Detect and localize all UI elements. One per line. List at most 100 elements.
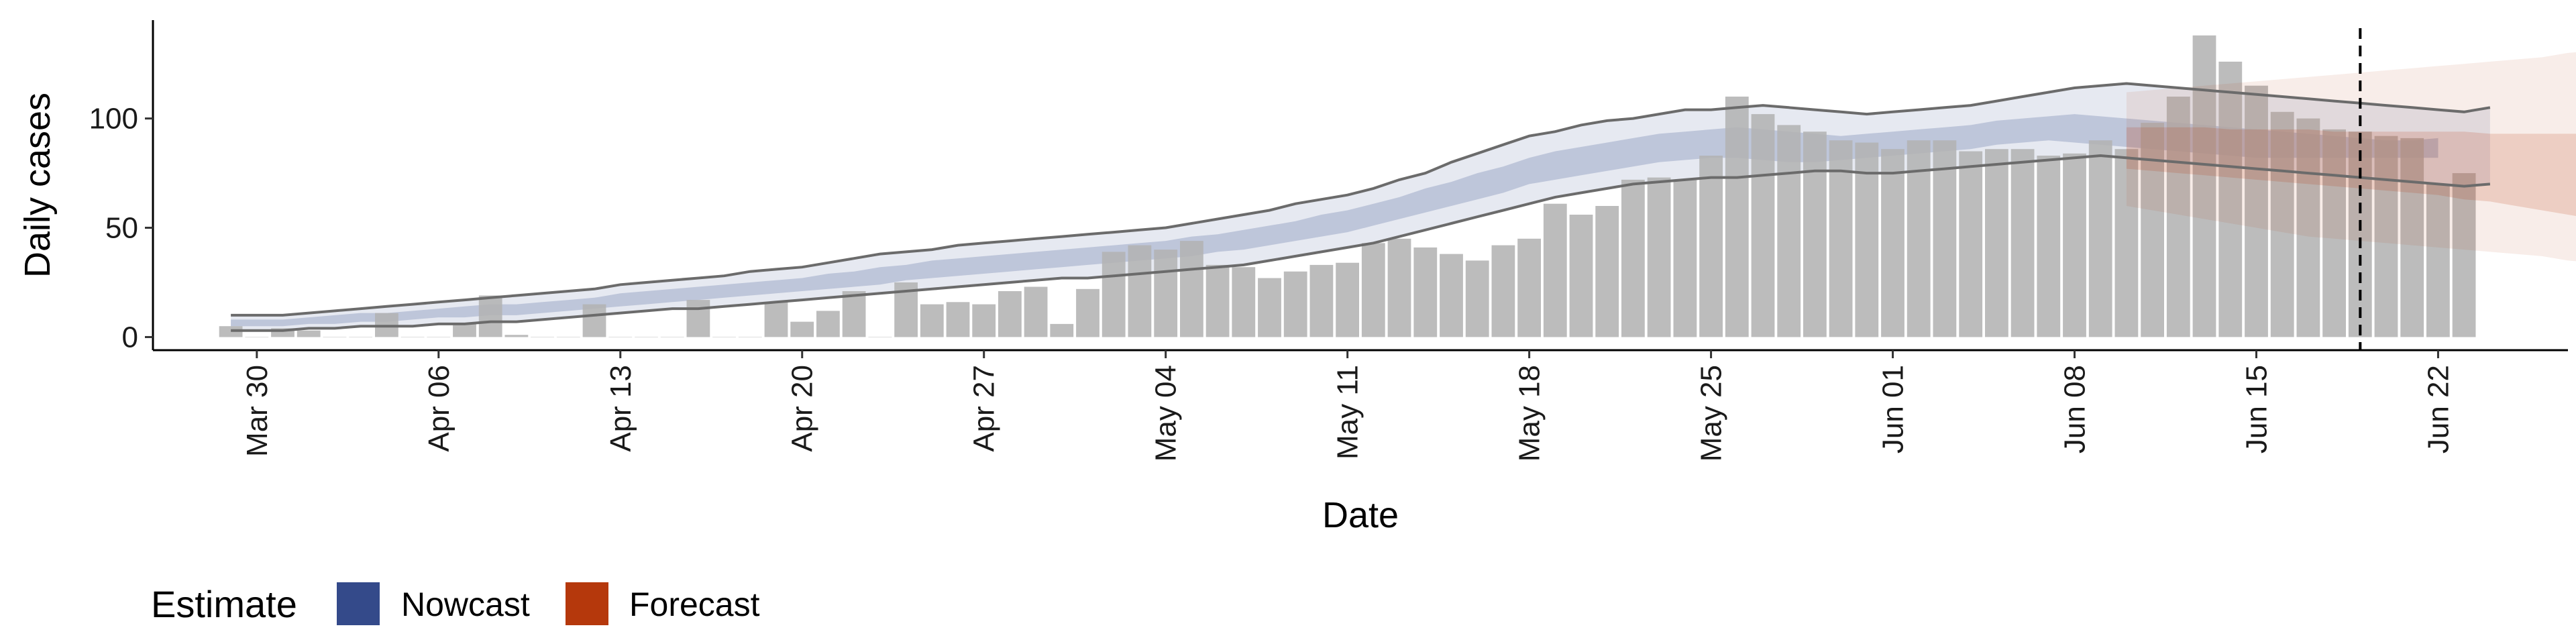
bar (323, 337, 347, 338)
forecast-bands (2126, 52, 2576, 262)
x-tick-label: Apr 20 (786, 365, 819, 452)
bar (1102, 252, 1126, 337)
bar (1621, 179, 1645, 337)
bar (816, 311, 840, 337)
bar (1387, 238, 1411, 337)
bar (608, 337, 632, 338)
x-tick-label: Jun 22 (2422, 365, 2455, 453)
x-tick-label: Jun 15 (2241, 365, 2273, 453)
legend-key-forecast (566, 582, 608, 625)
bar (2452, 173, 2476, 337)
bar (1959, 151, 1983, 337)
bar (1128, 245, 1152, 337)
bar (478, 295, 502, 337)
bar (2192, 35, 2216, 337)
bar (1803, 131, 1827, 337)
bar (297, 330, 321, 337)
bar (1309, 264, 1334, 337)
bar (2348, 131, 2372, 337)
bar (1517, 238, 1541, 337)
bar (1569, 215, 1593, 337)
legend-key-nowcast (337, 582, 380, 625)
bar (946, 302, 970, 337)
y-axis-title: Daily cases (17, 93, 58, 278)
bar (1829, 140, 1853, 337)
bar (453, 323, 476, 337)
x-tick-label: Jun 08 (2059, 365, 2092, 453)
bar (1985, 149, 2008, 337)
y-tick-label: 50 (105, 212, 138, 245)
bar (712, 337, 736, 338)
bar (1725, 97, 1749, 337)
bar (1673, 179, 1697, 337)
x-tick-label: May 25 (1695, 365, 1728, 462)
bar (2322, 129, 2346, 337)
bar (2088, 140, 2112, 337)
x-tick-label: May 11 (1332, 365, 1364, 460)
legend-title: Estimate (151, 583, 297, 625)
bar (920, 304, 944, 337)
bar (531, 337, 554, 338)
bar (2063, 153, 2086, 337)
bar (1647, 177, 1671, 337)
bar (401, 337, 425, 338)
bar (790, 321, 814, 337)
axes: 0 50 100 Mar 30 Apr 06 Apr 13 Apr 20 Apr 27 May … (89, 20, 2568, 462)
nowcast-outlines (231, 82, 2491, 332)
bar (869, 337, 892, 338)
legend: Estimate Nowcast Forecast (151, 582, 760, 625)
bar (557, 337, 580, 338)
bar (1699, 156, 1723, 337)
bar (1465, 260, 1489, 337)
x-tick-label: Jun 01 (1877, 365, 1910, 453)
bar (1907, 140, 1931, 337)
x-axis-title: Date (1322, 495, 1399, 535)
legend-label-nowcast: Nowcast (401, 586, 530, 623)
bar (1933, 140, 1957, 337)
bar (686, 300, 710, 337)
x-tick-label: May 04 (1150, 365, 1183, 462)
bar (1855, 142, 1879, 337)
bar (2037, 156, 2061, 337)
bar (635, 337, 658, 338)
bar (1491, 245, 1515, 337)
bar (427, 337, 450, 338)
nowcast-upper-line (231, 82, 2491, 317)
bar (2270, 111, 2294, 337)
bar (1232, 267, 1256, 337)
bar (245, 337, 268, 338)
bar (2114, 149, 2139, 337)
y-tick-label: 0 (122, 321, 138, 354)
x-tick-label: Mar 30 (241, 365, 274, 457)
bar (1361, 243, 1385, 337)
nowcast-lower-line (231, 154, 2491, 332)
bar (2296, 118, 2320, 337)
bar (2166, 97, 2190, 337)
bar (764, 302, 788, 337)
bar (1154, 250, 1178, 337)
bar (349, 337, 372, 338)
bar (1543, 203, 1567, 337)
bar (1205, 264, 1230, 337)
bar (1777, 125, 1801, 337)
bar (2245, 85, 2268, 337)
bar (739, 337, 762, 338)
bar (661, 337, 684, 338)
bar (1024, 286, 1048, 337)
bar (2426, 184, 2450, 337)
forecast-inner-band (2126, 127, 2576, 217)
bar (1258, 278, 1281, 337)
bar (1413, 247, 1438, 337)
bar (1751, 114, 1775, 337)
bar (2400, 138, 2424, 337)
bar (2010, 149, 2035, 337)
bar (1283, 271, 1307, 337)
bar (842, 291, 866, 337)
bar (2374, 136, 2398, 337)
bar (998, 291, 1022, 337)
x-tick-label: May 18 (1513, 365, 1546, 462)
legend-label-forecast: Forecast (629, 586, 760, 623)
bar (1180, 241, 1203, 337)
bar (1050, 323, 1074, 337)
y-tick-label: 100 (89, 103, 138, 136)
